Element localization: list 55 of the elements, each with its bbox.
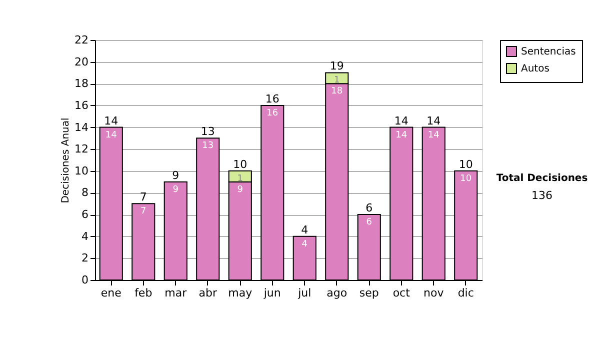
x-tick-label: sep bbox=[359, 286, 379, 300]
data-label: 4 bbox=[302, 239, 308, 250]
y-tick-label: 10 bbox=[74, 164, 88, 178]
total-label: 13 bbox=[200, 125, 215, 138]
x-tick-label: mar bbox=[164, 286, 188, 300]
x-tick-label: may bbox=[228, 286, 253, 300]
x-tick-label: abr bbox=[198, 286, 218, 300]
data-label: 16 bbox=[266, 108, 278, 118]
total-label: 4 bbox=[301, 223, 308, 236]
y-tick-label: 22 bbox=[74, 34, 88, 46]
y-axis-title: Decisiones Anual bbox=[60, 118, 72, 204]
y-tick-label: 20 bbox=[74, 55, 88, 68]
data-label: 18 bbox=[331, 86, 343, 97]
data-label: 6 bbox=[366, 218, 372, 228]
total-label: 19 bbox=[330, 60, 344, 73]
y-tick-label: 12 bbox=[74, 142, 88, 156]
x-tick-label: jun bbox=[262, 286, 281, 300]
y-tick-label: 16 bbox=[74, 98, 88, 112]
data-label: 10 bbox=[460, 174, 472, 184]
x-tick-label: ago bbox=[326, 286, 348, 300]
data-label: 14 bbox=[428, 130, 440, 140]
x-tick-label: dic bbox=[458, 286, 474, 300]
y-tick-label: 8 bbox=[82, 186, 88, 200]
y-tick-label: 4 bbox=[82, 230, 88, 243]
y-tick-label: 18 bbox=[74, 77, 88, 90]
data-label: 7 bbox=[140, 206, 146, 217]
x-tick-label: jul bbox=[297, 286, 312, 300]
data-label: 13 bbox=[202, 141, 214, 152]
total-label: 14 bbox=[104, 114, 118, 128]
y-tick-label: 6 bbox=[82, 208, 88, 222]
data-label: 1 bbox=[334, 76, 340, 86]
x-tick-label: nov bbox=[424, 286, 444, 300]
legend-label: Autos bbox=[521, 64, 550, 74]
y-tick-label: 0 bbox=[82, 274, 88, 286]
total-label: 10 bbox=[458, 158, 473, 171]
data-label: 14 bbox=[396, 130, 408, 140]
y-tick-label: 14 bbox=[74, 120, 88, 134]
x-tick-label: ene bbox=[100, 286, 122, 300]
total-label: 9 bbox=[172, 168, 180, 182]
x-tick-label: oct bbox=[392, 286, 411, 300]
total-label: 14 bbox=[394, 114, 408, 128]
y-tick-label: 2 bbox=[82, 252, 88, 265]
text: 136 bbox=[532, 189, 552, 202]
total-label: 16 bbox=[265, 92, 280, 106]
legend-label: Sentencias bbox=[521, 46, 576, 58]
data-label: 9 bbox=[237, 184, 244, 195]
total-label: 6 bbox=[366, 202, 373, 215]
text: Total Decisiones bbox=[496, 173, 588, 184]
x-tick-label: feb bbox=[134, 286, 152, 300]
data-label: 9 bbox=[172, 184, 179, 195]
total-label: 10 bbox=[233, 158, 248, 171]
total-label: 7 bbox=[140, 190, 147, 204]
total-label: 14 bbox=[426, 114, 441, 128]
data-label: 1 bbox=[237, 174, 243, 184]
data-label: 14 bbox=[105, 130, 118, 140]
